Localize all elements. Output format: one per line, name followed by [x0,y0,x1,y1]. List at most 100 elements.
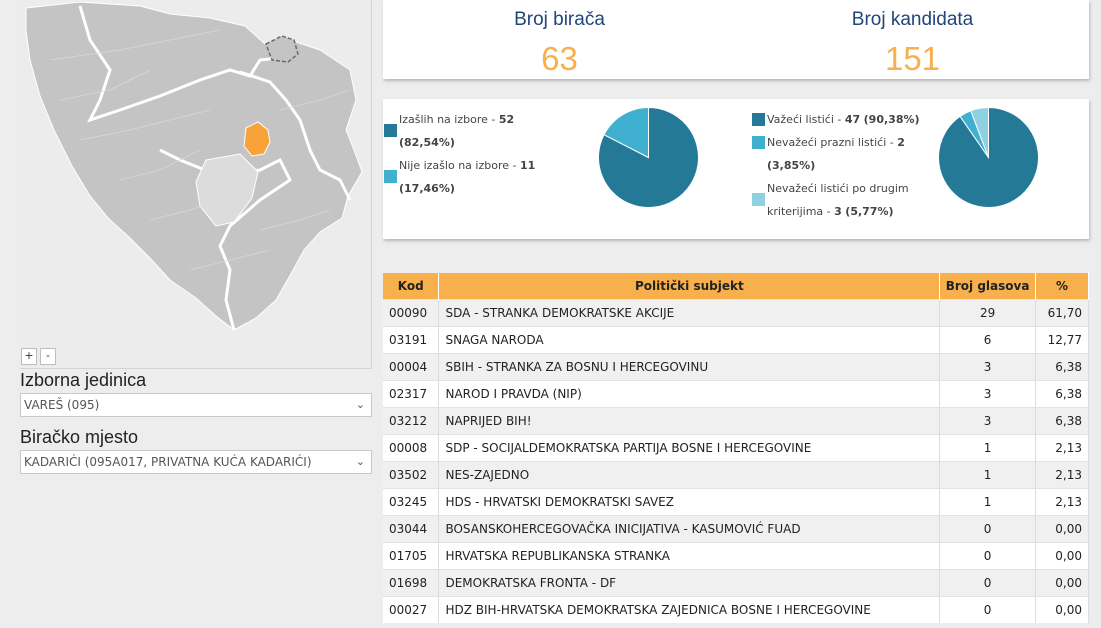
cell-party-name: NAPRIJED BIH! [438,406,941,434]
cell-party-name: SDP - SOCIJALDEMOKRATSKA PARTIJA BOSNE I… [438,433,941,461]
table-row[interactable]: 03245 HDS - HRVATSKI DEMOKRATSKI SAVEZ 1 2,… [383,487,1089,515]
cell-code: 03191 [383,325,440,353]
legend-label: Nije izašlo na izbore - [399,159,520,172]
column-header-party[interactable]: Politički subjekt [438,273,941,299]
map-district-outline[interactable] [265,35,299,63]
cell-code: 00008 [383,433,440,461]
polling-station-label: Biračko mjesto [20,427,139,447]
table-row[interactable]: 03191 SNAGA NARODA 6 12,77 [383,325,1089,353]
legend-item: Nije izašlo na izbore - 11 (17,46%) [384,154,574,200]
table-row[interactable]: 00090 SDA - STRANKA DEMOKRATSKE AKCIJE 29 6… [383,298,1089,326]
cell-votes: 29 [939,298,1036,326]
map-panel[interactable]: + - [20,0,372,369]
cell-party-name: NES-ZAJEDNO [438,460,941,488]
map-municipal-lines [49,29,351,271]
cell-votes: 3 [939,379,1036,407]
legend-label: Nevažeći listići po drugim kriterijima - [767,182,909,218]
ballots-pie-chart[interactable] [938,107,1039,208]
column-header-code[interactable]: Kod [383,273,440,299]
legend-count: 2 [897,136,905,149]
table-row[interactable]: 03044 BOSANSKOHERCEGOVAČKA INICIJATIVA - … [383,514,1089,542]
legend-swatch-turnout-1 [384,170,397,183]
table-row[interactable]: 00008 SDP - SOCIJALDEMOKRATSKA PARTIJA BO… [383,433,1089,461]
cell-votes: 3 [939,406,1036,434]
legend-pct: (5,77%) [845,205,894,218]
column-header-percent[interactable]: % [1035,273,1089,299]
cell-votes: 6 [939,325,1036,353]
zoom-in-button[interactable]: + [21,348,37,365]
candidates-stat-value: 151 [884,40,941,77]
legend-swatch-ballots-2 [752,193,765,206]
cell-percent: 0,00 [1035,541,1089,569]
turnout-pie-slice-0[interactable] [598,107,699,208]
cell-code: 00090 [383,298,440,326]
chevron-down-icon: ⌄ [355,398,365,411]
results-table: Kod Politički subjekt Broj glasova % 000… [383,273,1089,623]
legend-item: Nevažeći prazni listići - 2 (3,85%) [752,131,932,177]
bih-map[interactable] [20,0,372,369]
turnout-pie-chart[interactable] [598,107,699,208]
legend-pct: (3,85%) [767,159,816,172]
legend-item: Nevažeći listići po drugim kriterijima -… [752,177,932,223]
legend-count: 11 [519,159,536,172]
table-row[interactable]: 03502 NES-ZAJEDNO 1 2,13 [383,460,1089,488]
legend-item: Važeći listići - 47 (90,38%) [752,108,932,131]
legend-count: 52 [498,113,515,126]
cell-votes: 1 [939,460,1036,488]
legend-pct: (82,54%) [399,136,455,149]
column-header-votes[interactable]: Broj glasova [939,273,1036,299]
cell-votes: 0 [939,514,1036,542]
ballots-pie-slice-2[interactable] [970,107,989,158]
cell-percent: 0,00 [1035,595,1089,623]
constituency-select[interactable]: VAREŠ (095) ⌄ [20,393,372,417]
polling-station-select-value: KADARIĆI (095A017, PRIVATNA KUĆA KADARIĆ… [24,455,312,469]
cell-votes: 0 [939,595,1036,623]
legend-pct: (90,38%) [863,113,920,126]
cell-votes: 1 [939,433,1036,461]
table-row[interactable]: 01698 DEMOKRATSKA FRONTA - DF 0 0,00 [383,568,1089,596]
map-highlight-vares[interactable] [243,121,271,157]
cell-code: 03044 [383,514,440,542]
cell-votes: 0 [939,568,1036,596]
table-row[interactable]: 00004 SBIH - STRANKA ZA BOSNU I HERCEGOVI… [383,352,1089,380]
cell-percent: 2,13 [1035,460,1089,488]
legend-swatch-ballots-0 [752,113,765,126]
voters-stat-label: Broj birača [514,9,605,30]
cell-percent: 2,13 [1035,433,1089,461]
cell-percent: 61,70 [1035,298,1089,326]
cell-party-name: BOSANSKOHERCEGOVAČKA INICIJATIVA - KASUM… [438,514,941,542]
table-row[interactable]: 03212 NAPRIJED BIH! 3 6,38 [383,406,1089,434]
map-subregion[interactable] [195,153,259,227]
cell-party-name: SNAGA NARODA [438,325,941,353]
legend-item: Izašlih na izbore - 52 (82,54%) [384,108,574,154]
candidates-stat-label: Broj kandidata [851,9,974,30]
cell-code: 03245 [383,487,440,515]
cell-party-name: SBIH - STRANKA ZA BOSNU I HERCEGOVINU [438,352,941,380]
voters-stat-value: 63 [541,40,578,77]
legend-count: 47 [844,113,861,126]
polling-station-select[interactable]: KADARIĆI (095A017, PRIVATNA KUĆA KADARIĆ… [20,450,372,474]
cell-percent: 2,13 [1035,487,1089,515]
cell-party-name: HRVATSKA REPUBLIKANSKA STRANKA [438,541,941,569]
turnout-legend: Izašlih na izbore - 52 (82,54%) Nije iza… [384,108,574,200]
zoom-out-button[interactable]: - [40,348,56,365]
legend-count: 3 [834,205,842,218]
cell-party-name: HDS - HRVATSKI DEMOKRATSKI SAVEZ [438,487,941,515]
turnout-pie-slice-1[interactable] [603,107,649,159]
legend-label: Izašlih na izbore - [399,113,499,126]
table-row[interactable]: 01705 HRVATSKA REPUBLIKANSKA STRANKA 0 0,00 [383,541,1089,569]
cell-code: 03212 [383,406,440,434]
constituency-label: Izborna jedinica [20,370,147,390]
cell-percent: 6,38 [1035,352,1089,380]
table-row[interactable]: 00027 HDZ BIH-HRVATSKA DEMOKRATSKA ZAJEDN… [383,595,1089,623]
constituency-select-value: VAREŠ (095) [24,398,100,412]
table-row[interactable]: 02317 NAROD I PRAVDA (NIP) 3 6,38 [383,379,1089,407]
table-header-row: Kod Politički subjekt Broj glasova % [383,273,1089,299]
legend-swatch-turnout-0 [384,124,397,137]
cell-code: 01698 [383,568,440,596]
cell-code: 03502 [383,460,440,488]
cell-party-name: HDZ BIH-HRVATSKA DEMOKRATSKA ZAJEDNICA B… [438,595,941,623]
cell-votes: 1 [939,487,1036,515]
cell-percent: 12,77 [1035,325,1089,353]
ballots-legend: Važeći listići - 47 (90,38%) Nevažeći pr… [752,108,932,223]
